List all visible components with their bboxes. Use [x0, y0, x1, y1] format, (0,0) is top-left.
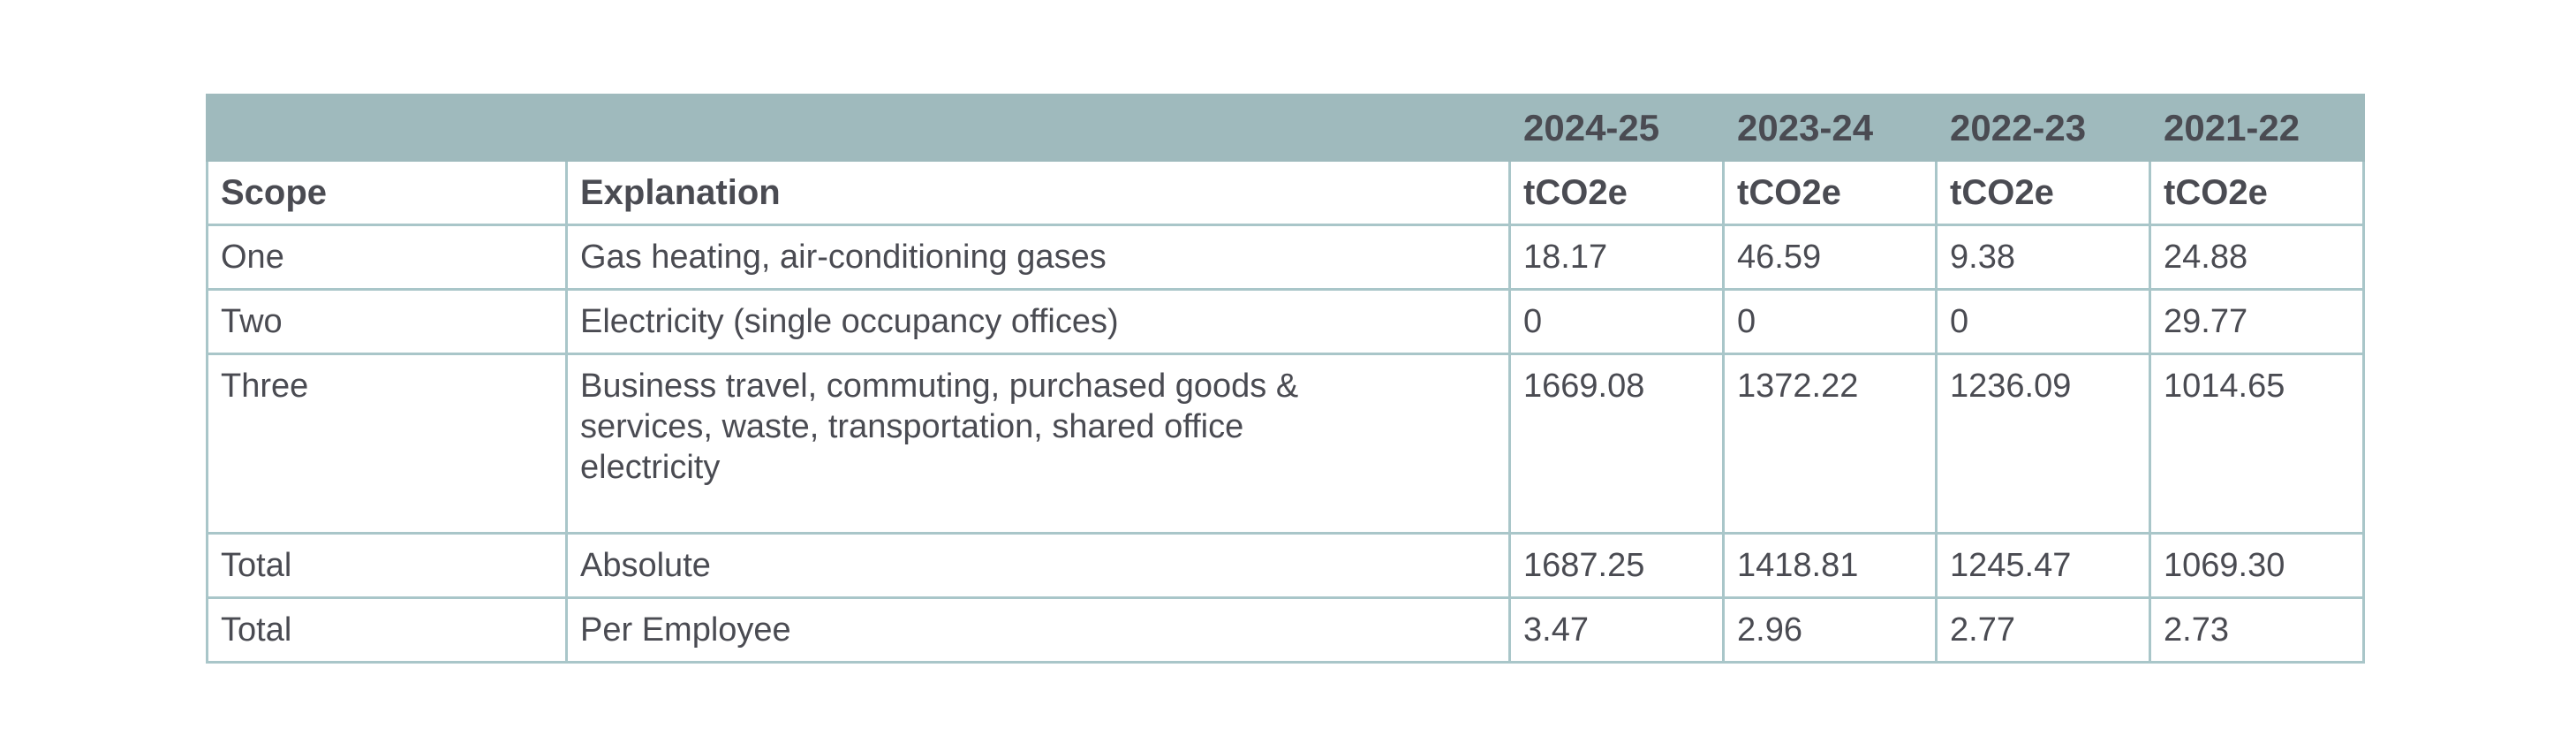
value-cell: 1014.65	[2149, 353, 2365, 535]
table-row: Three Business travel, commuting, purcha…	[206, 353, 2365, 535]
blank-header	[206, 94, 568, 162]
table-row: Two Electricity (single occupancy office…	[206, 288, 2365, 355]
year-header: 2022-23	[1935, 94, 2151, 162]
blank-header	[565, 94, 1511, 162]
year-header: 2023-24	[1722, 94, 1938, 162]
value-cell: 1069.30	[2149, 532, 2365, 599]
table-row: Total Per Employee 3.47 2.96 2.77 2.73	[206, 596, 2365, 664]
value-cell: 29.77	[2149, 288, 2365, 355]
unit-header: tCO2e	[1935, 159, 2151, 226]
value-cell: 1245.47	[1935, 532, 2151, 599]
explanation-cell: Per Employee	[565, 596, 1511, 664]
value-cell: 46.59	[1722, 224, 1938, 291]
emissions-table: 2024-25 2023-24 2022-23 2021-22 Scope Ex…	[206, 94, 2365, 664]
value-cell: 24.88	[2149, 224, 2365, 291]
value-cell: 3.47	[1508, 596, 1725, 664]
value-cell: 2.96	[1722, 596, 1938, 664]
value-cell: 1372.22	[1722, 353, 1938, 535]
explanation-header: Explanation	[565, 159, 1511, 226]
year-header: 2021-22	[2149, 94, 2365, 162]
scope-header: Scope	[206, 159, 568, 226]
value-cell: 2.77	[1935, 596, 2151, 664]
table-row: One Gas heating, air-conditioning gases …	[206, 224, 2365, 291]
scope-cell: Three	[206, 353, 568, 535]
value-cell: 0	[1508, 288, 1725, 355]
scope-cell: One	[206, 224, 568, 291]
year-header: 2024-25	[1508, 94, 1725, 162]
explanation-cell: Business travel, commuting, purchased go…	[565, 353, 1511, 535]
value-cell: 1687.25	[1508, 532, 1725, 599]
explanation-cell: Absolute	[565, 532, 1511, 599]
year-header-row: 2024-25 2023-24 2022-23 2021-22	[206, 94, 2365, 162]
unit-header: tCO2e	[2149, 159, 2365, 226]
scope-cell: Two	[206, 288, 568, 355]
column-header-row: Scope Explanation tCO2e tCO2e tCO2e tCO2…	[206, 159, 2365, 226]
explanation-text: Business travel, commuting, purchased go…	[580, 368, 1299, 486]
explanation-cell: Gas heating, air-conditioning gases	[565, 224, 1511, 291]
value-cell: 1418.81	[1722, 532, 1938, 599]
value-cell: 9.38	[1935, 224, 2151, 291]
value-cell: 0	[1722, 288, 1938, 355]
value-cell: 18.17	[1508, 224, 1725, 291]
value-cell: 1236.09	[1935, 353, 2151, 535]
value-cell: 2.73	[2149, 596, 2365, 664]
table-row: Total Absolute 1687.25 1418.81 1245.47 1…	[206, 532, 2365, 599]
unit-header: tCO2e	[1508, 159, 1725, 226]
unit-header: tCO2e	[1722, 159, 1938, 226]
value-cell: 1669.08	[1508, 353, 1725, 535]
scope-cell: Total	[206, 596, 568, 664]
explanation-cell: Electricity (single occupancy offices)	[565, 288, 1511, 355]
value-cell: 0	[1935, 288, 2151, 355]
scope-cell: Total	[206, 532, 568, 599]
